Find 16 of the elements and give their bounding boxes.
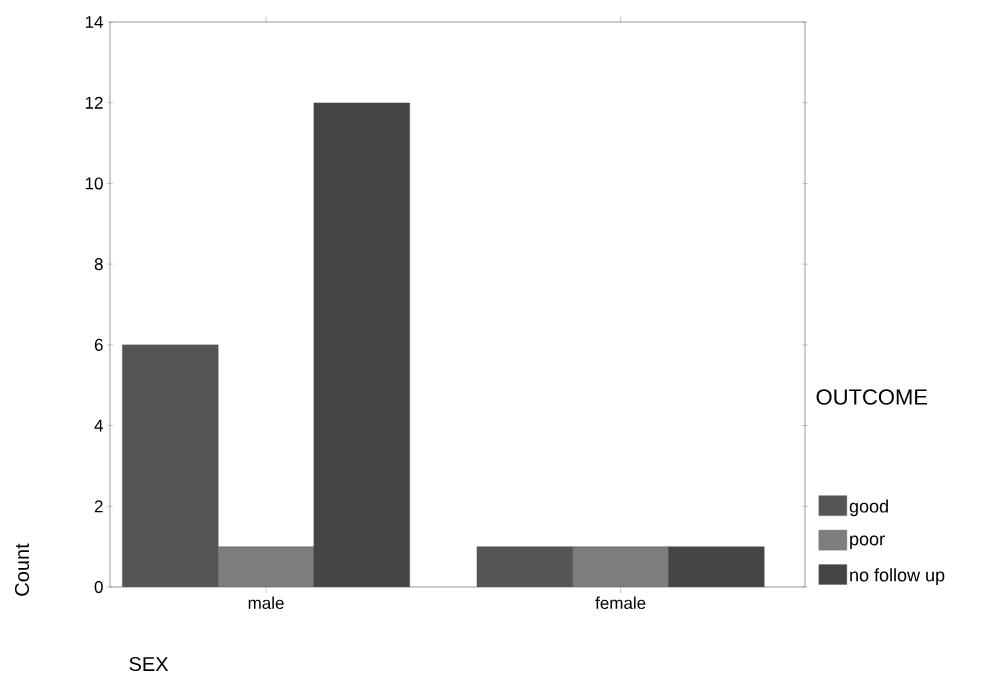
y-axis-title: Count — [14, 543, 30, 596]
y-tick-label: 2 — [94, 500, 103, 513]
y-tick-label: 4 — [94, 419, 103, 432]
y-tick-label: 6 — [94, 338, 103, 351]
legend-label: poor — [850, 535, 885, 549]
legend-label: good — [849, 499, 888, 517]
legend-title: OUTCOME — [816, 389, 928, 405]
y-tick-label: 12 — [85, 96, 103, 109]
y-tick-label: 8 — [94, 258, 103, 271]
y-tick-label: 10 — [85, 177, 103, 190]
x-tick-label: male — [248, 596, 284, 610]
y-tick-label: 0 — [94, 580, 103, 594]
y-tick-label: 14 — [85, 16, 103, 28]
x-tick-label: female — [595, 596, 646, 610]
x-axis-title: SEX — [129, 656, 169, 672]
legend-label: no follow up — [850, 568, 945, 586]
